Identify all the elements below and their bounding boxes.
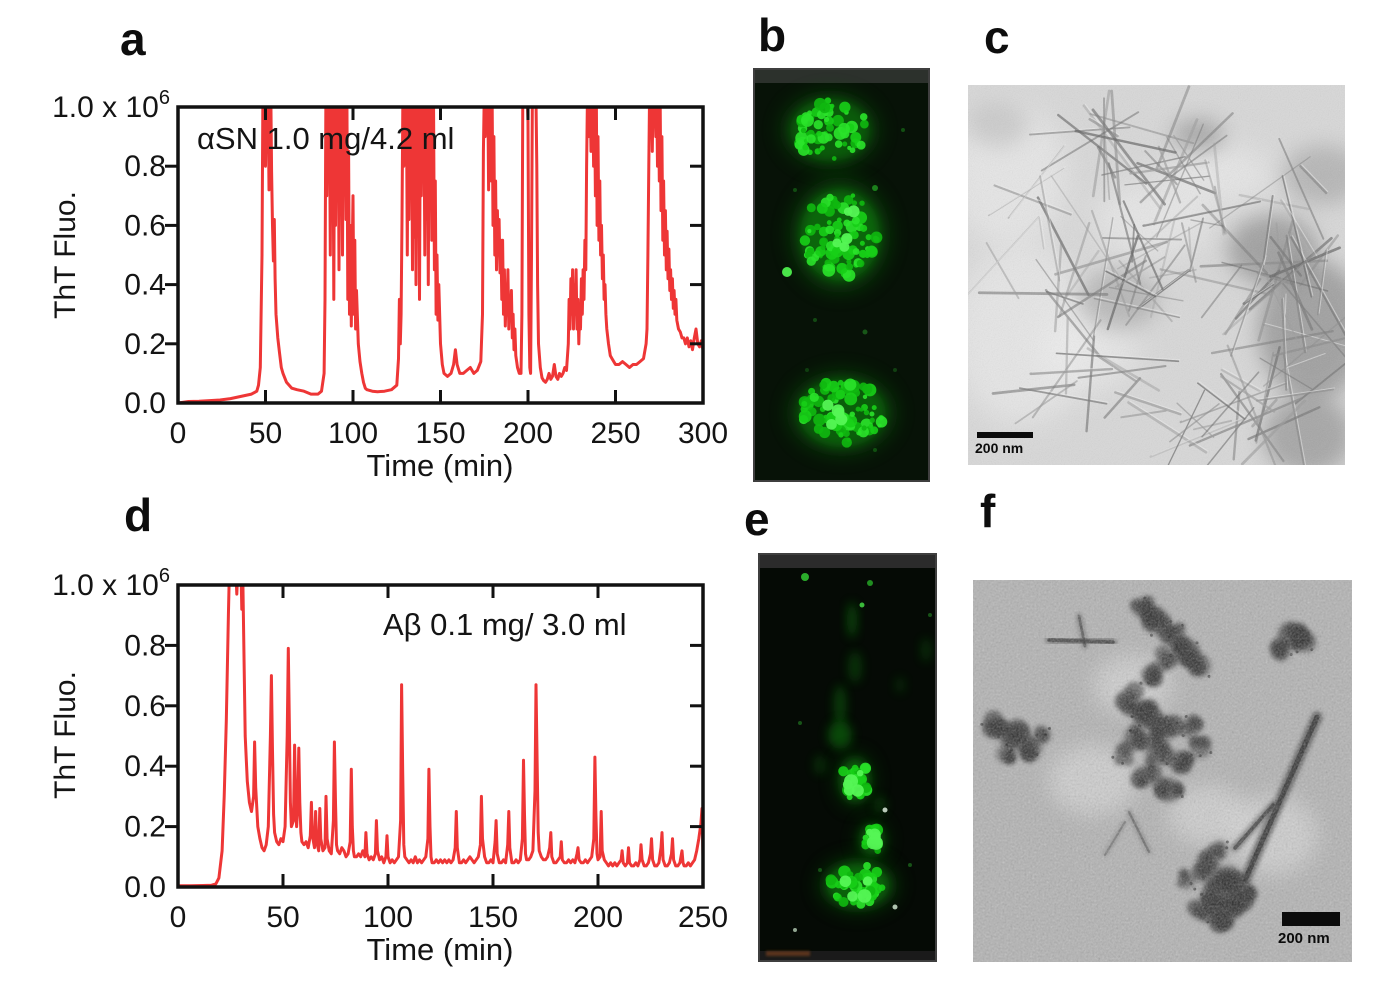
fluorescence-image-e-canvas (760, 555, 935, 960)
panel-letter-b: b (758, 9, 787, 61)
tht-fluorescence-chart-asn: 0 50 100 150 200 250 300 0.0 0.2 0.4 0.6 0.8 1.0 x 1… (52, 87, 728, 450)
svg-text:0.4: 0.4 (124, 269, 166, 302)
scale-bar-f (1282, 912, 1340, 926)
tem-image-c-canvas (968, 85, 1345, 465)
chart-a-ylabel: ThT Fluo. (49, 191, 82, 319)
svg-text:100: 100 (328, 417, 378, 450)
tem-image-f (973, 580, 1352, 962)
svg-text:0.8: 0.8 (124, 150, 166, 183)
svg-text:1.0 x 106: 1.0 x 106 (52, 87, 170, 124)
svg-text:50: 50 (249, 417, 282, 450)
svg-text:0.6: 0.6 (124, 690, 166, 723)
svg-text:0.8: 0.8 (124, 629, 166, 662)
panel-letter-a: a (120, 13, 146, 65)
svg-text:300: 300 (678, 417, 728, 450)
svg-text:200: 200 (573, 901, 623, 934)
svg-text:0.0: 0.0 (124, 387, 166, 420)
chart-d-ylabel: ThT Fluo. (49, 671, 82, 799)
svg-text:0.0: 0.0 (124, 871, 166, 904)
svg-text:200: 200 (503, 417, 553, 450)
scale-bar-c-label: 200 nm (975, 440, 1024, 456)
chart-a-xlabel: Time (min) (366, 448, 514, 483)
svg-text:0: 0 (170, 417, 187, 450)
fluorescence-image-b (753, 68, 930, 482)
svg-text:150: 150 (468, 901, 518, 934)
chart-d-xlabel: Time (min) (366, 932, 514, 967)
svg-text:250: 250 (678, 901, 728, 934)
panel-letter-e: e (744, 493, 770, 545)
panel-letter-d: d (124, 489, 153, 541)
svg-text:0.2: 0.2 (124, 811, 166, 844)
svg-text:0.6: 0.6 (124, 209, 166, 242)
svg-text:0.4: 0.4 (124, 750, 166, 783)
tht-fluorescence-chart-abeta: 0 50 100 150 200 250 0.0 0.2 0.4 0.6 0.8 1.0 x 106 (52, 565, 728, 934)
svg-text:150: 150 (415, 417, 465, 450)
scale-bar-f-label: 200 nm (1278, 930, 1330, 947)
svg-text:0: 0 (170, 901, 187, 934)
chart-a-annotation: αSN 1.0 mg/4.2 ml (197, 121, 455, 156)
svg-text:1.0 x 106: 1.0 x 106 (52, 565, 170, 602)
svg-text:0.2: 0.2 (124, 328, 166, 361)
tem-image-f-canvas (973, 580, 1352, 962)
scale-bar-c (977, 432, 1033, 438)
svg-text:100: 100 (363, 901, 413, 934)
svg-text:50: 50 (266, 901, 299, 934)
panel-letter-f: f (980, 485, 996, 537)
fluorescence-image-e (758, 553, 937, 962)
fluorescence-image-b-canvas (755, 70, 928, 480)
panel-letter-c: c (984, 11, 1010, 63)
tem-image-c (968, 85, 1345, 465)
chart-d-annotation: Aβ 0.1 mg/ 3.0 ml (383, 607, 627, 642)
svg-text:250: 250 (590, 417, 640, 450)
